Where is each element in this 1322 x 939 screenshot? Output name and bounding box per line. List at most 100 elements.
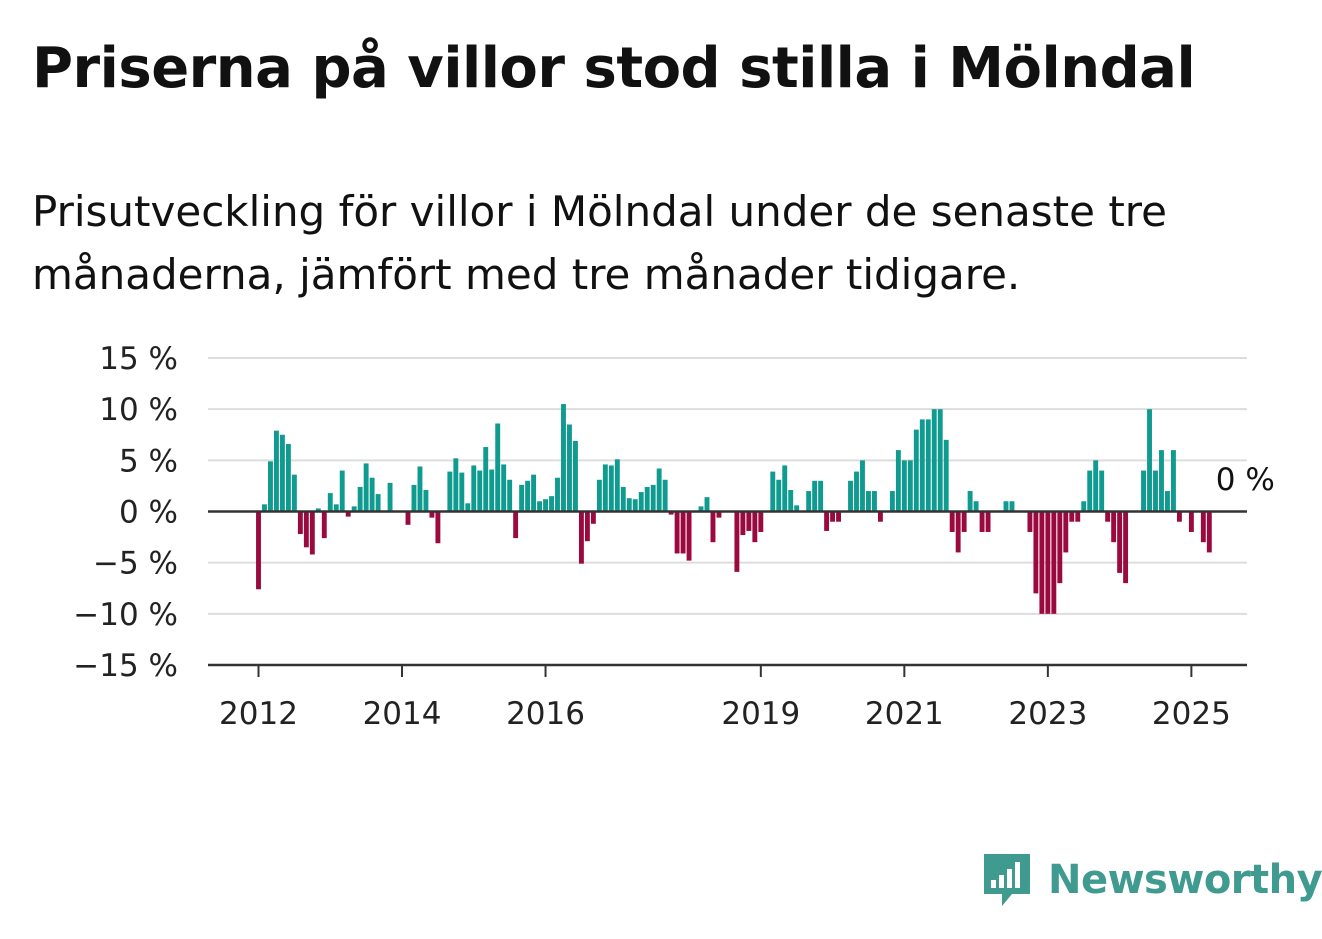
bar: [662, 479, 668, 512]
x-tick-label: 2014: [363, 696, 442, 732]
bar: [626, 498, 632, 512]
bar: [285, 443, 291, 512]
bar: [1105, 511, 1111, 522]
bar: [1063, 511, 1069, 553]
bar: [955, 511, 961, 553]
y-tick-label: 5 %: [119, 443, 178, 479]
bars: [256, 404, 1212, 614]
brand-name: Newsworthy: [1048, 857, 1322, 903]
y-tick-label: 0 %: [119, 495, 178, 531]
bar: [602, 464, 608, 512]
bar: [1206, 511, 1212, 553]
bar: [1033, 511, 1039, 594]
bar: [632, 499, 638, 512]
bar: [423, 490, 429, 512]
bar: [1057, 511, 1063, 584]
y-tick-label: 10 %: [99, 392, 178, 428]
bar: [925, 419, 931, 512]
bar: [453, 458, 459, 512]
bar: [1075, 511, 1081, 522]
bar: [1087, 470, 1093, 512]
bar: [1188, 511, 1194, 532]
bar: [907, 460, 913, 512]
bar: [668, 511, 674, 515]
bar: [973, 501, 979, 512]
bar: [686, 511, 692, 561]
x-tick-label: 2019: [721, 696, 800, 732]
bar: [877, 511, 883, 522]
bar: [656, 468, 662, 512]
y-tick-label: −10 %: [73, 597, 178, 633]
bar: [315, 508, 321, 512]
y-tick-label: −5 %: [93, 546, 178, 582]
bar: [716, 511, 722, 518]
bar: [303, 511, 309, 548]
bar: [871, 491, 877, 512]
bar: [596, 479, 602, 512]
bar: [555, 477, 560, 512]
bar: [638, 492, 644, 512]
bar: [375, 494, 381, 512]
bar: [519, 484, 525, 512]
x-tick-label: 2025: [1152, 696, 1231, 732]
bar: [465, 503, 471, 512]
bar: [704, 497, 710, 512]
x-axis-ticks: 2012 2014 2016 2019 2021 2023 2025: [219, 665, 1231, 732]
bar: [895, 450, 901, 512]
bar: [788, 490, 794, 512]
bar: [608, 465, 614, 512]
bar: [309, 511, 315, 555]
bar: [495, 423, 501, 512]
bar: [913, 429, 919, 512]
bar: [507, 479, 513, 512]
bar: [985, 511, 991, 532]
bar: [949, 511, 955, 532]
bar: [889, 491, 895, 512]
bar: [860, 460, 865, 512]
bar: [1099, 470, 1105, 512]
bar: [1117, 511, 1123, 573]
bar: [417, 466, 423, 512]
bar: [943, 439, 949, 512]
bar: [1009, 501, 1015, 512]
bar: [866, 491, 871, 512]
bar: [567, 424, 572, 512]
bar: [650, 484, 656, 512]
bar: [830, 511, 836, 522]
chart-subtitle: Prisutveckling för villor i Mölndal unde…: [32, 187, 1167, 299]
bar: [614, 459, 620, 512]
bar: [1141, 470, 1146, 512]
y-axis-tick-labels: 15 % 10 % 5 % 0 % −5 % −10 % −15 %: [73, 341, 178, 684]
bar: [794, 505, 800, 512]
bar: [387, 482, 393, 512]
bar: [351, 506, 357, 512]
bar: [961, 511, 967, 532]
bar: [1176, 511, 1182, 522]
bar: [1123, 511, 1129, 584]
bar: [537, 501, 543, 512]
bar: [818, 480, 824, 512]
bar: [268, 461, 273, 512]
bar: [345, 511, 351, 517]
bar: [531, 474, 537, 512]
bar: [1165, 491, 1170, 512]
bar: [782, 465, 788, 512]
bar-chart: 15 %10 %5 %0 %−5 %−10 %−15 % 2012 2014 201…: [73, 341, 1275, 732]
bar: [644, 486, 650, 512]
bar: [489, 469, 495, 512]
bar: [321, 511, 327, 539]
bar: [561, 404, 566, 512]
bar: [770, 471, 776, 512]
bar: [1039, 511, 1045, 614]
bar: [429, 511, 435, 518]
bar: [824, 511, 830, 531]
x-tick-label: 2016: [506, 696, 585, 732]
bar: [836, 511, 842, 522]
bar: [459, 472, 465, 512]
bar: [680, 511, 686, 554]
bar: [273, 430, 279, 512]
bar: [405, 511, 411, 525]
bar: [584, 511, 590, 542]
bar: [477, 470, 483, 512]
x-tick-label: 2012: [219, 696, 298, 732]
